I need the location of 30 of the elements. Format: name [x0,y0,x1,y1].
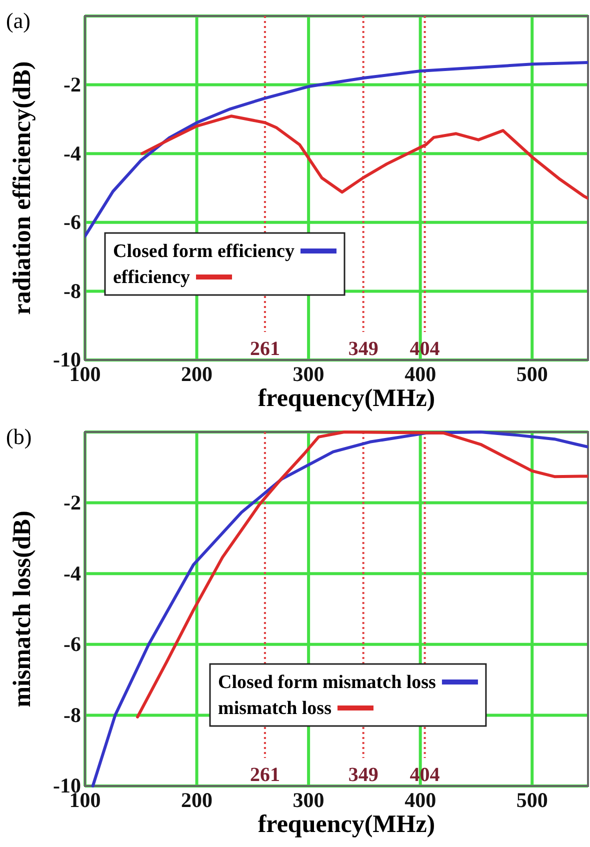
x-tick-label: 400 [404,788,436,812]
ref-line-label: 261 [250,764,280,786]
y-tick-label: -2 [64,490,81,515]
chart-title: (b) [6,424,32,449]
y-tick-label: -6 [64,210,81,234]
y-tick-label: -2 [64,72,81,97]
x-tick-label: 500 [516,788,548,812]
x-tick-label: 300 [292,362,324,386]
ref-line-label: 349 [348,764,378,786]
x-tick-label: 200 [181,788,213,812]
y-axis-title: radiation efficiency(dB) [9,61,36,315]
x-tick-label: 300 [292,788,324,812]
x-tick-label: 500 [516,362,548,386]
y-tick-label: -8 [64,702,81,727]
ref-line-label: 349 [348,338,378,360]
y-tick-label: -4 [64,561,82,586]
legend-label: Closed form mismatch loss [218,672,436,693]
ref-line-label: 261 [250,338,280,360]
y-tick-label: -6 [64,632,81,656]
legend-label: mismatch loss [218,698,332,719]
x-tick-label: 400 [404,362,436,386]
y-tick-label: -4 [64,141,82,166]
y-axis-title: mismatch loss(dB) [9,510,36,708]
x-axis-title: frequency(MHz) [258,385,436,412]
y-tick-label: -8 [64,278,81,303]
legend-label: Closed form efficiency [113,241,295,262]
legend-label: efficiency [113,267,191,288]
chart-title: (a) [6,8,30,33]
x-axis-title: frequency(MHz) [258,811,436,838]
x-tick-label: 200 [181,362,213,386]
